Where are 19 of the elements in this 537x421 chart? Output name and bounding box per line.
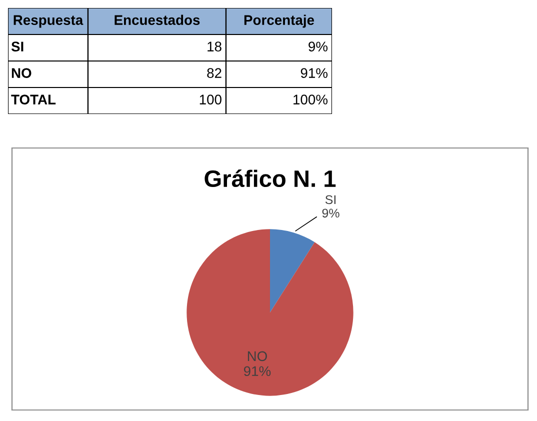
pie-slice	[270, 229, 315, 312]
text: TOTAL	[11, 94, 56, 104]
text: 91%	[300, 68, 328, 78]
text: SI	[11, 42, 24, 52]
slice-label: NO	[248, 351, 267, 362]
text: 100	[200, 94, 222, 104]
text: Respuesta	[14, 15, 84, 28]
slice-label: SI	[325, 195, 336, 204]
chart-title: Gráfico N. 1	[204, 170, 336, 188]
data-label: 9%	[322, 208, 340, 218]
text: 18	[208, 42, 222, 52]
text: NO	[12, 68, 32, 78]
text: 100%	[294, 94, 328, 104]
pie-slice	[186, 229, 354, 396]
text: 9%	[308, 42, 328, 52]
data-label: 91%	[244, 366, 271, 376]
text: Porcentaje	[244, 14, 314, 28]
text: Encuestados	[114, 14, 200, 25]
text: 82	[207, 68, 222, 78]
